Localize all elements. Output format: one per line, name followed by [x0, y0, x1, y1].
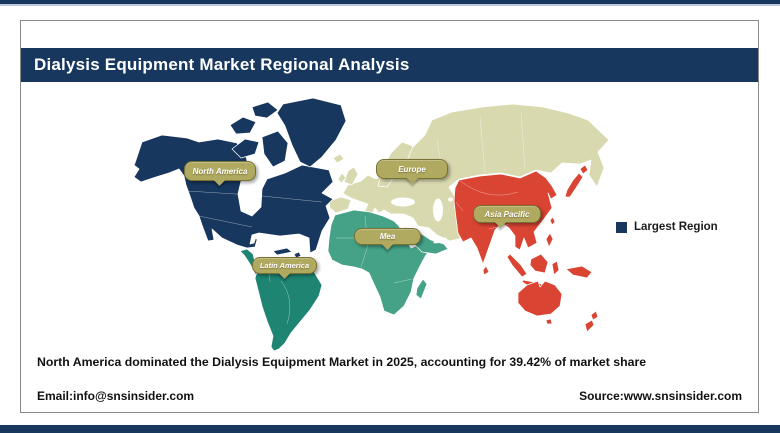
title-bar: Dialysis Equipment Market Regional Analy…: [21, 48, 758, 82]
legend: Largest Region: [616, 221, 718, 233]
bubble-label: Mea: [379, 232, 396, 241]
footer: Email:info@snsinsider.com Source:www.sns…: [37, 389, 742, 403]
bubble-label: North America: [192, 166, 248, 176]
footer-source: Source:www.snsinsider.com: [579, 389, 742, 403]
top-accent-bar: [0, 0, 780, 4]
inland-seas: [391, 197, 453, 222]
bubble-label: Asia Pacific: [484, 209, 530, 219]
bubble-label: Latin America: [259, 261, 310, 270]
world-map: [87, 89, 619, 355]
page-title: Dialysis Equipment Market Regional Analy…: [34, 55, 410, 74]
legend-label: Largest Region: [634, 221, 718, 233]
legend-swatch: [616, 221, 627, 233]
country-borders: [186, 111, 526, 325]
bubble-label: Europe: [398, 164, 426, 174]
key-finding-text: North America dominated the Dialysis Equ…: [37, 355, 647, 369]
label-bubble-north-america: North America: [184, 161, 256, 186]
label-bubble-europe: Europe: [376, 159, 448, 184]
persian-gulf: [433, 237, 447, 244]
content-frame: Dialysis Equipment Market Regional Analy…: [20, 20, 759, 413]
label-bubble-latin-america: Latin America: [252, 257, 317, 279]
label-bubble-asia-pacific: Asia Pacific: [473, 205, 541, 228]
top-accent-line: [0, 4, 780, 6]
bottom-accent-bar: [0, 425, 780, 433]
label-bubble-mea: Mea: [354, 228, 421, 250]
world-map-svg: [133, 97, 610, 352]
footer-email: Email:info@snsinsider.com: [37, 389, 195, 403]
